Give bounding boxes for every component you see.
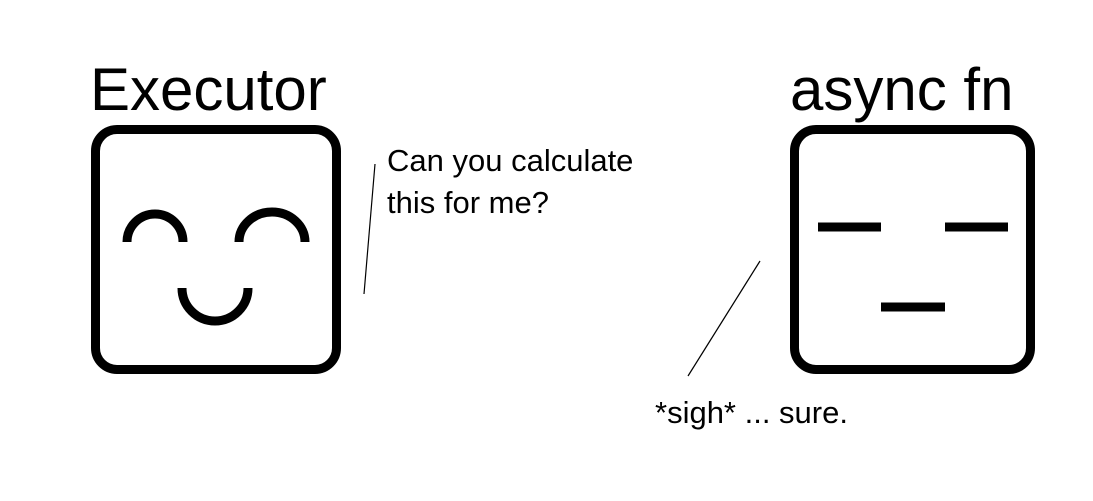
async-fn-speech-text: *sigh* ... sure. (655, 395, 848, 430)
async-fn-speech-pointer (687, 260, 761, 377)
executor-speech-line-1: Can you calculate (387, 143, 634, 178)
async-fn-bored-face (790, 125, 1035, 374)
executor-happy-face (91, 125, 341, 374)
async-fn-name-label: async fn (790, 56, 1014, 123)
executor-speech-line-2: this for me? (387, 185, 549, 220)
executor-speech-pointer (363, 163, 376, 295)
executor-speech-text: Can you calculate this for me? (387, 140, 633, 224)
executor-name-label: Executor (90, 56, 327, 123)
